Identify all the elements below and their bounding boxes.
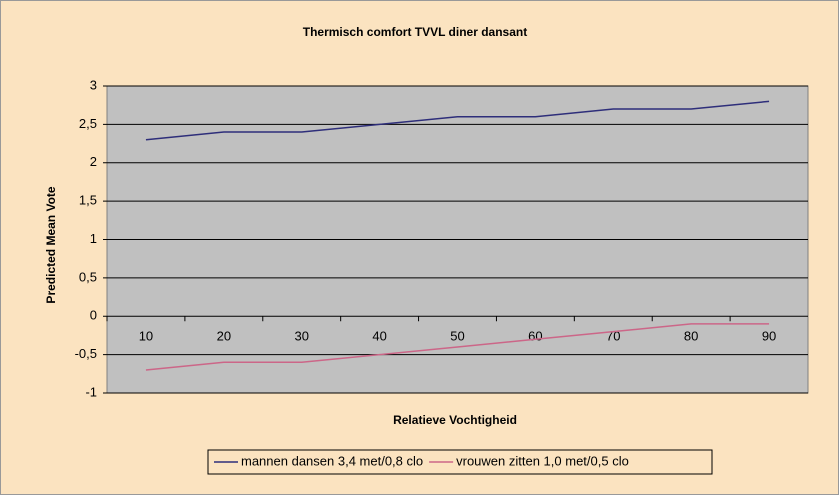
x-tick-label: 80 xyxy=(684,329,698,344)
y-tick-label: -1 xyxy=(85,384,97,399)
y-tick-label: 3 xyxy=(90,77,97,92)
y-tick-label: 2,5 xyxy=(79,116,97,131)
y-tick-label: 0 xyxy=(90,308,97,323)
y-axis-label: Predicted Mean Vote xyxy=(44,186,58,303)
x-tick-label: 30 xyxy=(294,329,308,344)
legend-label: mannen dansen 3,4 met/0,8 clo xyxy=(241,453,423,468)
y-tick-label: -0,5 xyxy=(75,346,97,361)
legend xyxy=(207,449,713,475)
chart-title: Thermisch comfort TVVL diner dansant xyxy=(303,25,527,39)
x-tick-label: 60 xyxy=(528,329,542,344)
x-axis-label: Relatieve Vochtigheid xyxy=(393,413,517,427)
x-tick-label: 40 xyxy=(372,329,386,344)
x-tick-label: 10 xyxy=(139,329,153,344)
x-tick-label: 50 xyxy=(450,329,464,344)
x-tick-label: 20 xyxy=(217,329,231,344)
legend-label: vrouwen zitten 1,0 met/0,5 clo xyxy=(456,453,629,468)
y-tick-label: 0,5 xyxy=(79,269,97,284)
series-line xyxy=(145,323,770,371)
y-tick-label: 2 xyxy=(90,154,97,169)
series-line xyxy=(145,100,770,141)
x-tick-label: 90 xyxy=(762,329,776,344)
y-tick-label: 1,5 xyxy=(79,193,97,208)
y-tick-label: 1 xyxy=(90,231,97,246)
